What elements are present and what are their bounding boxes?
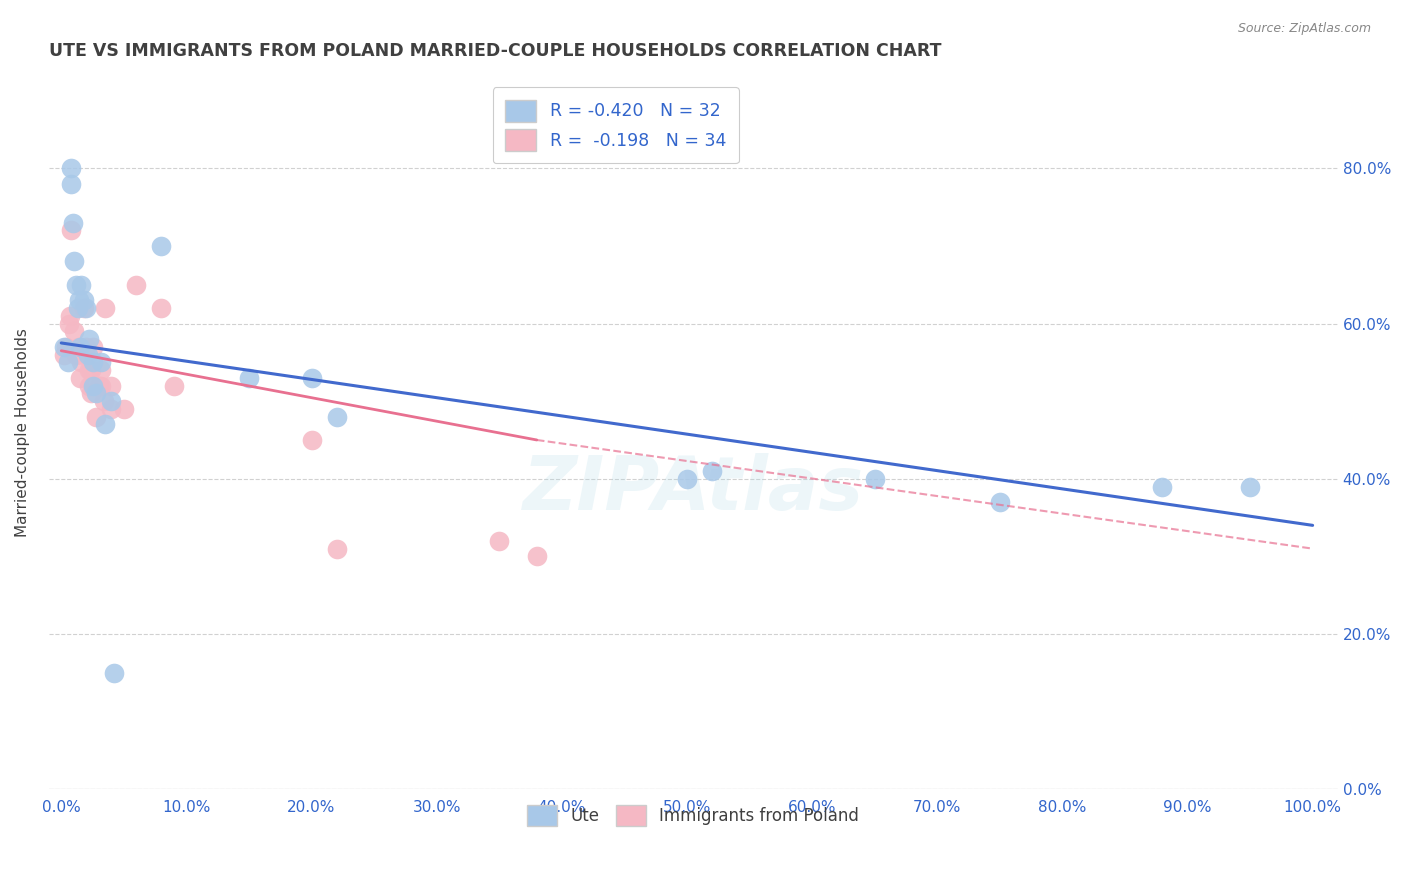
Point (94, 301, 117, 315)
Point (69, 371, 91, 385)
Point (700, 464, 723, 478)
Point (238, 371, 260, 385)
Point (58, 317, 80, 331)
Point (60, 177, 83, 191)
Point (93, 394, 115, 409)
Point (52, 340, 75, 354)
Point (76, 348, 98, 362)
Point (75, 340, 97, 354)
Point (77, 378, 100, 392)
Point (80, 363, 103, 377)
Point (60, 223, 83, 237)
Point (62, 254, 84, 268)
Point (863, 472, 886, 486)
Point (90, 378, 112, 392)
Point (73, 293, 96, 308)
Point (90, 363, 112, 377)
Point (59, 309, 82, 323)
Point (62, 324, 84, 338)
Point (1239, 479, 1261, 493)
Point (77, 363, 100, 377)
Point (163, 378, 186, 392)
Point (69, 340, 91, 354)
Point (77, 332, 100, 346)
Point (60, 161, 83, 176)
Text: UTE VS IMMIGRANTS FROM POLAND MARRIED-COUPLE HOUSEHOLDS CORRELATION CHART: UTE VS IMMIGRANTS FROM POLAND MARRIED-CO… (49, 42, 941, 60)
Point (65, 277, 87, 292)
Point (84, 386, 107, 401)
Point (87, 378, 110, 392)
Point (100, 378, 122, 392)
Point (84, 409, 107, 424)
Point (66, 301, 89, 315)
Point (103, 665, 125, 680)
Point (80, 386, 103, 401)
Point (70, 277, 93, 292)
Point (301, 433, 323, 447)
Point (988, 495, 1011, 509)
Point (67, 293, 90, 308)
Point (67, 340, 90, 354)
Point (73, 348, 96, 362)
Point (325, 541, 347, 556)
Point (82, 355, 104, 369)
Point (526, 549, 548, 564)
Point (70, 355, 93, 369)
Legend: Ute, Immigrants from Poland: Ute, Immigrants from Poland (519, 797, 868, 834)
Point (112, 401, 135, 416)
Point (62, 216, 84, 230)
Point (82, 378, 104, 392)
Point (52, 348, 75, 362)
Point (1152, 479, 1174, 493)
Point (90, 355, 112, 369)
Point (65, 348, 87, 362)
Point (56, 355, 79, 369)
Point (55, 340, 77, 354)
Point (150, 239, 173, 253)
Point (94, 417, 117, 432)
Point (100, 401, 122, 416)
Point (100, 394, 122, 409)
Point (125, 277, 148, 292)
Point (75, 301, 97, 315)
Text: ZIPAtlas: ZIPAtlas (523, 453, 863, 525)
Point (325, 409, 347, 424)
Point (150, 301, 173, 315)
Text: Source: ZipAtlas.com: Source: ZipAtlas.com (1237, 22, 1371, 36)
Point (73, 301, 96, 315)
Point (82, 340, 104, 354)
Point (488, 533, 510, 548)
Point (301, 371, 323, 385)
Y-axis label: Married-couple Households: Married-couple Households (15, 327, 30, 537)
Point (676, 472, 699, 486)
